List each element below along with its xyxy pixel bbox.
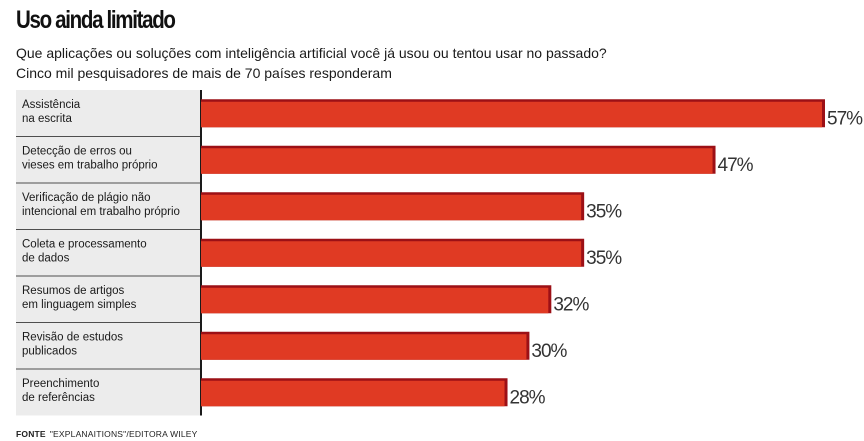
category-label-line: Coleta e processamento xyxy=(22,239,147,251)
bar xyxy=(201,148,713,174)
source-note: FONTE "EXPLANAITIONS"/EDITORA WILEY xyxy=(16,429,198,439)
category-label: Resumos de artigos em linguagem simples xyxy=(22,285,137,311)
category-label: Detecção de erros ou vieses em trabalho p… xyxy=(22,146,158,172)
category-label: Coleta e processamento de dados xyxy=(22,239,147,265)
category-label-line: de referências xyxy=(22,392,95,404)
category-label: Verificação de plágio não intencional em … xyxy=(22,192,180,218)
category-background xyxy=(16,90,201,416)
category-label-line: intencional em trabalho próprio xyxy=(22,206,180,218)
category-label: Preenchimento de referências xyxy=(22,378,99,404)
category-label-line: Revisão de estudos xyxy=(22,332,123,344)
category-label-line: de dados xyxy=(22,253,70,265)
value-label: 28% xyxy=(510,387,546,408)
category-label-line: Verificação de plágio não xyxy=(22,192,151,204)
category-label-line: publicados xyxy=(22,346,77,358)
category-label-line: vieses em trabalho próprio xyxy=(22,160,158,172)
source-label: FONTE xyxy=(16,429,46,439)
category-layer: Assistência na escrita Detecção de erros o… xyxy=(16,90,202,416)
subtitle-line-2: Cinco mil pesquisadores de mais de 70 pa… xyxy=(16,65,392,81)
category-label-line: Assistência xyxy=(22,99,81,111)
value-label: 30% xyxy=(531,341,567,362)
bar xyxy=(201,194,582,221)
bar xyxy=(201,101,822,128)
category-label: Assistência na escrita xyxy=(22,99,81,125)
bar xyxy=(201,334,527,360)
value-label: 35% xyxy=(586,248,622,269)
source-text: "EXPLANAITIONS"/EDITORA WILEY xyxy=(49,429,198,439)
category-label: Revisão de estudos publicados xyxy=(22,332,123,358)
category-label-line: em linguagem simples xyxy=(22,299,137,311)
category-label-line: Resumos de artigos xyxy=(22,285,125,297)
chart-subtitle: Que aplicações ou soluções com inteligên… xyxy=(16,43,846,83)
category-label-line: na escrita xyxy=(22,113,72,125)
category-label-line: Preenchimento xyxy=(22,378,99,390)
bar xyxy=(201,241,582,267)
bar xyxy=(201,380,505,407)
value-label-layer: 57% 47% 35% 35% 32% 30% 28% xyxy=(510,108,864,408)
bar-layer xyxy=(201,99,825,407)
value-label: 57% xyxy=(827,108,863,129)
value-label: 32% xyxy=(553,294,589,315)
category-label-line: Detecção de erros ou xyxy=(22,146,132,158)
value-label: 47% xyxy=(718,155,754,176)
bar xyxy=(201,287,549,314)
subtitle-line-1: Que aplicações ou soluções com inteligên… xyxy=(16,45,607,61)
value-label: 35% xyxy=(586,201,622,222)
chart-title: Uso ainda limitado xyxy=(16,6,176,34)
